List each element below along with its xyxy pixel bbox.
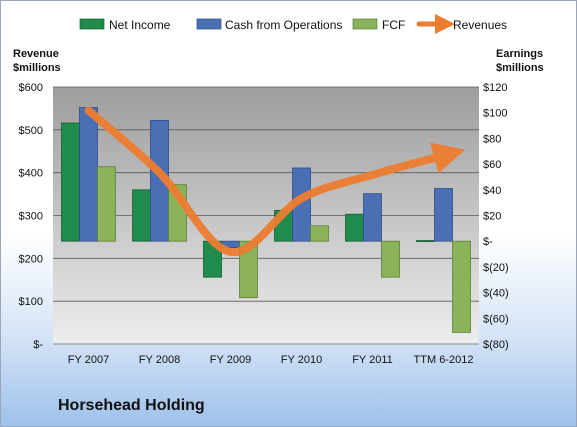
right-axis-tick-label: $(80)	[483, 339, 509, 351]
left-axis-tick-label: $300	[19, 211, 43, 223]
right-axis-tick-label: $(60)	[483, 313, 509, 325]
left-axis-ticks: $- $100 $200 $300 $400 $500 $600	[19, 82, 44, 351]
category-label: FY 2011	[352, 354, 393, 366]
bar-net-income	[61, 122, 80, 242]
legend-item-cash-from-operations[interactable]: Cash from Operations	[196, 18, 342, 32]
right-axis-title-line1: Earnings	[496, 48, 543, 60]
legend-item-net-income[interactable]: Net Income	[79, 18, 171, 32]
right-axis-tick-label: $(40)	[483, 288, 509, 300]
bar-net-income	[132, 189, 151, 242]
left-axis-tick-label: $600	[19, 82, 43, 94]
legend-label-net-income: Net Income	[109, 18, 171, 32]
right-axis-tick-label: $80	[483, 133, 501, 145]
left-axis-tick-label: $500	[19, 125, 43, 137]
right-axis-tick-label: $(20)	[483, 262, 509, 274]
legend-label-cash-from-operations: Cash from Operations	[225, 18, 342, 32]
legend-label-revenues: Revenues	[453, 18, 507, 32]
left-axis-tick-label: $200	[19, 253, 43, 265]
legend: Net Income Cash from Operations FCF Reve…	[79, 14, 507, 34]
bar-net-income	[416, 240, 435, 242]
right-axis-tick-label: $100	[483, 108, 507, 120]
bar-fcf	[239, 240, 258, 299]
left-axis-tick-label: $400	[19, 168, 43, 180]
bar-fcf	[381, 240, 400, 278]
category-label: TTM 6-2012	[414, 354, 474, 366]
right-axis-tick-label: $-	[483, 236, 493, 248]
revenue-line-layer	[84, 106, 466, 256]
category-label: FY 2007	[68, 354, 109, 366]
left-axis-title-line1: Revenue	[13, 48, 59, 60]
bar-fcf	[97, 166, 116, 242]
left-axis-tick-label: $100	[19, 296, 43, 308]
bar-fcf	[310, 225, 329, 242]
legend-swatch-cash-from-operations	[196, 18, 222, 30]
legend-item-revenues[interactable]: Revenues	[416, 14, 507, 34]
right-axis-tick-label: $120	[483, 82, 507, 94]
company-name: Horsehead Holding	[58, 397, 205, 414]
left-axis-tick-label: $-	[33, 339, 43, 351]
left-axis-title-line2: $millions	[13, 62, 61, 74]
gridlines	[53, 86, 479, 302]
legend-label-fcf: FCF	[382, 18, 405, 32]
revenue-line	[84, 106, 466, 256]
bar-fcf	[452, 240, 471, 333]
right-axis-ticks: $(80) $(60) $(40) $(20) $- $20 $40 $60 $80 $100 $1…	[483, 82, 509, 351]
bar-cash-from-operations	[434, 188, 453, 242]
right-axis-tick-label: $60	[483, 159, 501, 171]
legend-swatch-fcf	[352, 18, 378, 30]
legend-item-fcf[interactable]: FCF	[352, 18, 405, 32]
legend-swatch-net-income	[79, 18, 105, 30]
category-label: FY 2008	[139, 354, 180, 366]
category-labels: FY 2007 FY 2008 FY 2009 FY 2010 FY 2011 TTM 6…	[68, 354, 474, 366]
category-label: FY 2009	[210, 354, 251, 366]
bars	[61, 107, 471, 333]
bar-cash-from-operations	[363, 193, 382, 242]
category-label: FY 2010	[281, 354, 322, 366]
right-axis-title-line2: $millions	[496, 62, 544, 74]
bar-cash-from-operations	[79, 107, 98, 242]
right-axis-tick-label: $40	[483, 185, 501, 197]
bar-net-income	[345, 213, 364, 242]
right-axis-tick-label: $20	[483, 211, 501, 223]
